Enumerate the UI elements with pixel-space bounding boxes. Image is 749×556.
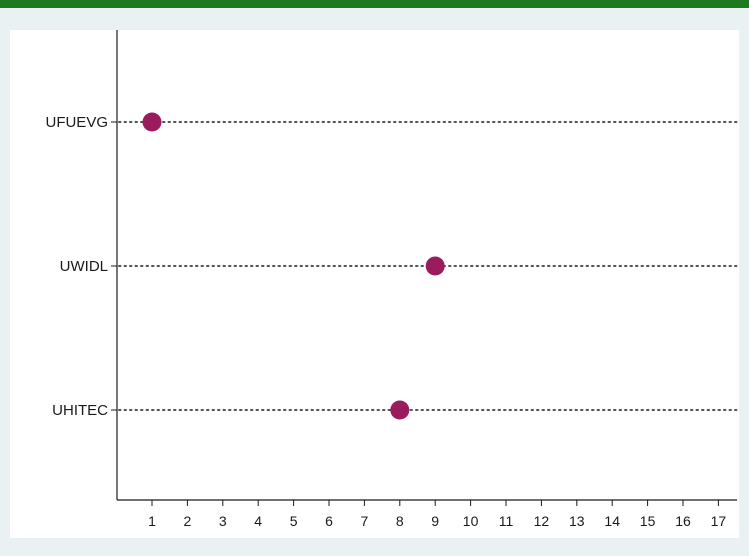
x-tick-label: 17 xyxy=(711,513,727,529)
data-point-marker xyxy=(425,256,445,276)
x-tick-label: 12 xyxy=(534,513,550,529)
top-border xyxy=(0,0,749,8)
plot-area xyxy=(10,30,739,538)
x-tick-label: 13 xyxy=(569,513,585,529)
x-tick-label: 2 xyxy=(184,513,192,529)
x-tick-label: 6 xyxy=(325,513,333,529)
y-category-label: UWIDL xyxy=(60,258,108,275)
x-tick-label: 8 xyxy=(396,513,404,529)
y-axis-labels: UFUEVG UWIDL UHITEC xyxy=(45,114,117,419)
x-tick-label: 10 xyxy=(463,513,479,529)
y-category-label: UHITEC xyxy=(52,402,108,419)
x-tick-label: 1 xyxy=(148,513,156,529)
x-tick-label: 7 xyxy=(361,513,369,529)
axes xyxy=(116,30,737,501)
x-tick-label: 4 xyxy=(254,513,262,529)
x-tick-label: 14 xyxy=(604,513,620,529)
y-category-label: UFUEVG xyxy=(45,114,108,131)
data-point-marker xyxy=(142,112,162,132)
x-axis-ticks: 1 2 3 4 5 6 7 8 9 10 11 12 13 14 15 16 17 xyxy=(148,500,726,529)
x-tick-label: 15 xyxy=(640,513,656,529)
data-point-marker xyxy=(390,400,410,420)
x-tick-label: 3 xyxy=(219,513,227,529)
x-tick-label: 16 xyxy=(675,513,691,529)
x-tick-label: 11 xyxy=(499,513,514,529)
x-tick-label: 5 xyxy=(290,513,298,529)
data-markers xyxy=(142,112,445,420)
x-tick-label: 9 xyxy=(431,513,439,529)
